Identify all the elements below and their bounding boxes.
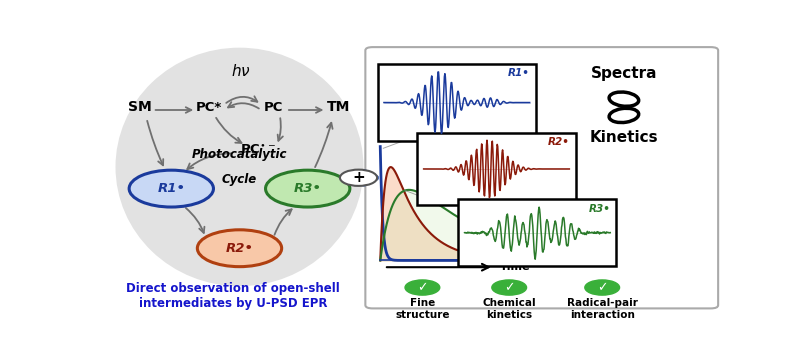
Text: +: + — [352, 170, 365, 185]
Circle shape — [129, 170, 214, 207]
Circle shape — [198, 230, 282, 267]
Text: R3•: R3• — [588, 203, 610, 214]
Text: Photocatalytic: Photocatalytic — [192, 148, 287, 161]
Text: R1•: R1• — [508, 68, 530, 78]
Text: R1•: R1• — [158, 182, 186, 195]
Text: TM: TM — [327, 100, 350, 114]
Bar — [418, 133, 575, 205]
Circle shape — [585, 280, 619, 295]
Bar — [378, 64, 536, 141]
Text: $h\nu$: $h\nu$ — [231, 63, 251, 79]
Text: Fine
structure: Fine structure — [395, 298, 450, 320]
Text: ✓: ✓ — [504, 281, 514, 294]
Text: R2•: R2• — [226, 242, 254, 255]
Text: Kinetics: Kinetics — [590, 130, 658, 145]
Circle shape — [266, 170, 350, 207]
Text: Spectra: Spectra — [590, 66, 657, 81]
Text: PC*: PC* — [195, 101, 222, 114]
Text: ✓: ✓ — [597, 281, 607, 294]
Ellipse shape — [115, 48, 363, 286]
Circle shape — [492, 280, 526, 295]
Text: R3•: R3• — [294, 182, 322, 195]
Text: Chemical
kinetics: Chemical kinetics — [482, 298, 536, 320]
Text: PC$^{\bullet-}$: PC$^{\bullet-}$ — [240, 144, 276, 157]
Text: Radical-pair
interaction: Radical-pair interaction — [566, 298, 638, 320]
Text: R2•: R2• — [547, 137, 570, 147]
FancyBboxPatch shape — [366, 47, 718, 308]
Text: Cycle: Cycle — [222, 172, 257, 186]
Bar — [458, 200, 617, 266]
Text: Direct observation of open-shell
intermediates by U-PSD EPR: Direct observation of open-shell interme… — [126, 282, 340, 310]
Text: SM: SM — [129, 100, 152, 114]
Text: Time: Time — [500, 262, 530, 272]
Text: PC: PC — [264, 101, 283, 114]
Circle shape — [340, 170, 377, 186]
Text: ✓: ✓ — [417, 281, 428, 294]
Circle shape — [405, 280, 440, 295]
